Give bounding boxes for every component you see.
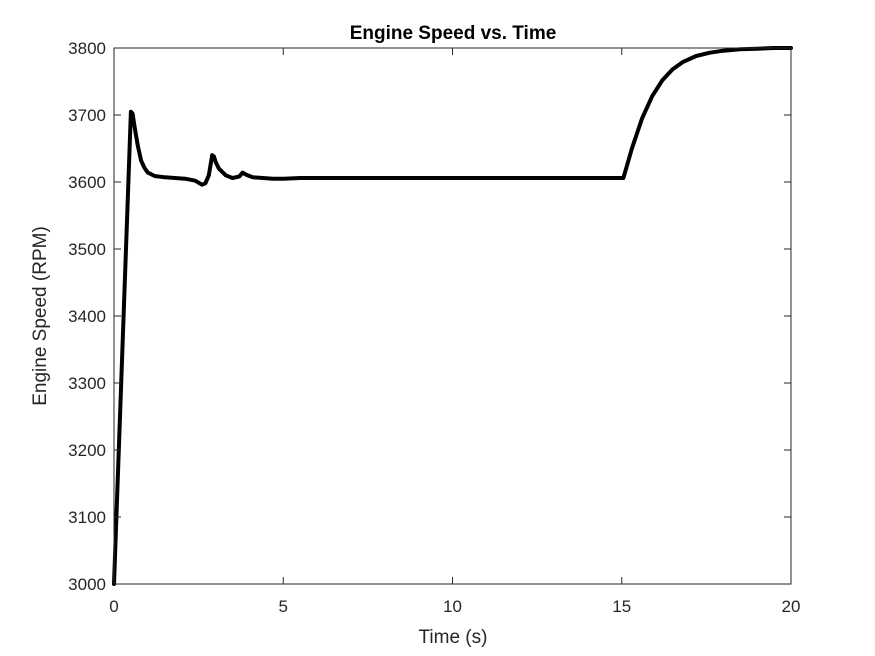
y-tick-label: 3100: [68, 508, 106, 527]
y-tick-label: 3000: [68, 575, 106, 594]
x-tick-label: 20: [782, 597, 801, 616]
plot-area: [112, 46, 793, 586]
y-tick-label: 3400: [68, 307, 106, 326]
data-line-series-0: [112, 46, 793, 586]
axes: 0 5 10 15 20 3000 3100 3200 3300 3400 3500 3600 3700…: [68, 39, 800, 616]
y-axis-label: Engine Speed (RPM): [30, 226, 51, 406]
y-tick-label: 3500: [68, 240, 106, 259]
y-tick-label: 3800: [68, 39, 106, 58]
chart-title: Engine Speed vs. Time: [350, 23, 557, 44]
x-tick-label: 5: [279, 597, 288, 616]
x-tick-label: 10: [443, 597, 462, 616]
y-tick-label: 3300: [68, 374, 106, 393]
x-tick-label: 0: [109, 597, 118, 616]
y-tick-label: 3200: [68, 441, 106, 460]
y-tick-label: 3700: [68, 106, 106, 125]
x-axis-label: Time (s): [419, 627, 488, 648]
y-tick-label: 3600: [68, 173, 106, 192]
x-tick-label: 15: [612, 597, 631, 616]
